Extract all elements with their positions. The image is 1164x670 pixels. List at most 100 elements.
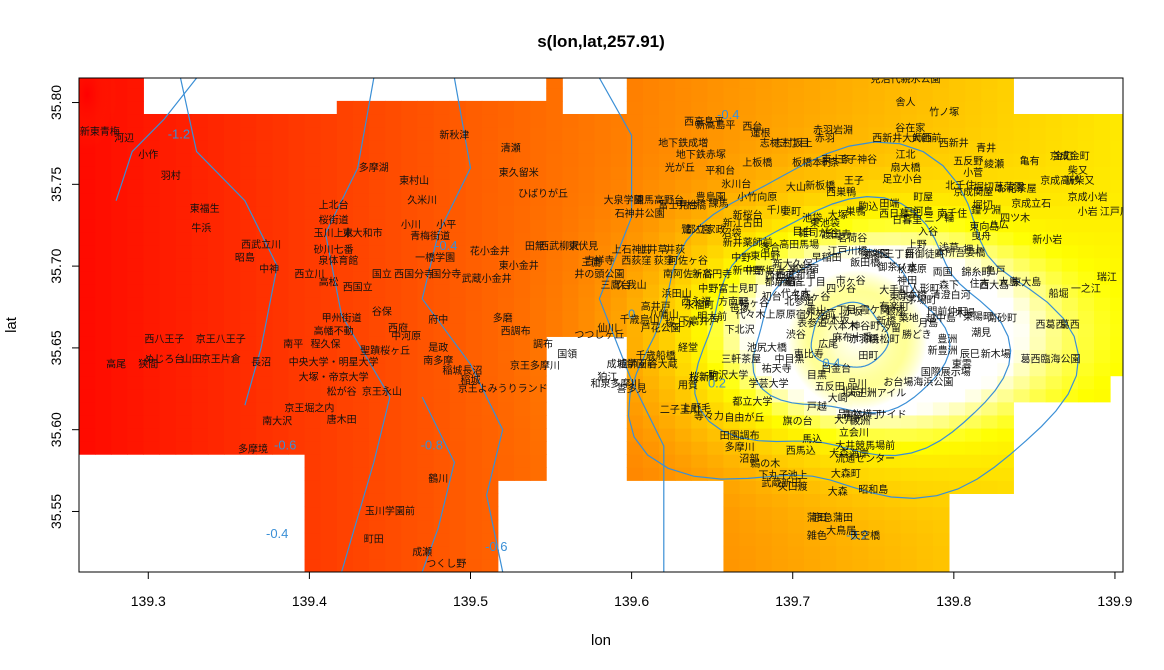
heat-cell [626, 205, 644, 220]
heat-cell [932, 558, 950, 572]
station-label: 大森町 [831, 467, 861, 480]
heat-cell [385, 257, 402, 272]
heat-cell [997, 310, 1014, 324]
heat-cell [965, 231, 982, 246]
heat-cell [481, 467, 499, 481]
heat-cell [997, 336, 1014, 351]
heat-cell [449, 362, 467, 377]
heat-cell [787, 179, 805, 194]
heat-cell [820, 532, 837, 547]
station-label: 和泉多摩川 [591, 377, 641, 390]
heat-cell [675, 127, 692, 141]
heat-cell [691, 271, 708, 285]
station-label: 田園調布 [720, 429, 760, 442]
heat-cell [594, 231, 612, 246]
station-label: 志村三丁目 [760, 136, 810, 149]
heat-cell [369, 545, 386, 560]
heat-cell [497, 205, 515, 220]
station-label: 月島 [918, 316, 938, 329]
heat-cell [95, 375, 112, 390]
heat-cell [433, 336, 451, 351]
contour-line [694, 195, 1012, 457]
heat-cell [723, 323, 741, 337]
heat-cell [868, 454, 886, 468]
heat-cell [465, 454, 483, 468]
heat-cell [127, 284, 144, 298]
heat-cell [900, 480, 918, 494]
heat-cell [320, 192, 338, 207]
heat-cell [691, 140, 708, 154]
heat-cell [787, 205, 805, 220]
heat-cell [610, 231, 628, 246]
station-label: 桜新町 [689, 370, 719, 383]
heat-cell [1094, 310, 1111, 324]
heat-cell [1061, 113, 1079, 128]
heat-cell [1094, 166, 1111, 180]
heat-cell [127, 310, 144, 324]
heat-cell [336, 297, 354, 311]
heat-cell [852, 113, 869, 128]
heat-cell [739, 257, 757, 272]
heat-cell [530, 323, 547, 337]
heat-cell [272, 113, 289, 128]
heat-cell [981, 271, 998, 285]
heat-cell [642, 310, 660, 324]
heat-cell [562, 127, 579, 141]
heat-cell [610, 218, 628, 233]
heat-cell [288, 388, 306, 403]
heat-cell [127, 153, 144, 167]
station-label: 経堂 [678, 341, 698, 354]
heat-cell [932, 428, 950, 442]
heat-cell [514, 388, 531, 403]
heat-cell [916, 375, 934, 390]
heat-cell [449, 441, 467, 455]
heat-cell [852, 140, 869, 154]
heat-cell [1029, 192, 1047, 207]
heat-cell [385, 441, 402, 455]
heat-cell [626, 127, 644, 141]
heat-cell [401, 205, 418, 220]
station-label: 千歳船橋 [636, 349, 676, 362]
heat-cell [224, 205, 241, 220]
heat-cell [79, 284, 96, 298]
heat-cell [401, 153, 418, 167]
x-tick-label: 139.3 [131, 593, 166, 609]
station-label: 松が谷 [327, 385, 357, 398]
station-label: 鷺ノ宮 [681, 223, 711, 236]
heat-cell [417, 506, 434, 521]
heat-cell [481, 414, 499, 429]
heat-cell [771, 545, 789, 560]
heat-cell [369, 336, 386, 351]
station-label: 国領 [557, 347, 577, 360]
heat-cell [1029, 375, 1047, 390]
heat-cell [949, 205, 966, 220]
heat-cell [932, 467, 950, 481]
station-label: 辰巳 [960, 348, 980, 360]
heat-cell [111, 441, 128, 455]
heat-cell [352, 362, 370, 377]
heat-cell [530, 375, 547, 390]
station-label: 品川 [847, 378, 867, 390]
y-tick-label: 35.75 [48, 167, 64, 202]
heat-cell [240, 192, 257, 207]
heat-cell [401, 336, 418, 351]
heat-cell [836, 205, 853, 220]
heat-cell [981, 218, 998, 233]
heat-cell [562, 205, 579, 220]
heat-cell [755, 336, 773, 351]
heat-cell [1110, 244, 1123, 259]
heat-cell [401, 428, 418, 442]
station-label: 高幡不動 [314, 325, 354, 338]
heat-cell [852, 506, 869, 521]
heat-cell [1029, 140, 1047, 154]
heat-cell [530, 349, 547, 364]
heat-cell [739, 336, 757, 351]
heat-cell [1077, 323, 1095, 337]
heat-cell [626, 179, 644, 194]
station-label: 鵜の木 [750, 457, 780, 470]
heat-cell [771, 179, 789, 194]
heat-cell [1029, 336, 1047, 351]
heat-cell [465, 192, 483, 207]
heat-cell [836, 532, 853, 547]
